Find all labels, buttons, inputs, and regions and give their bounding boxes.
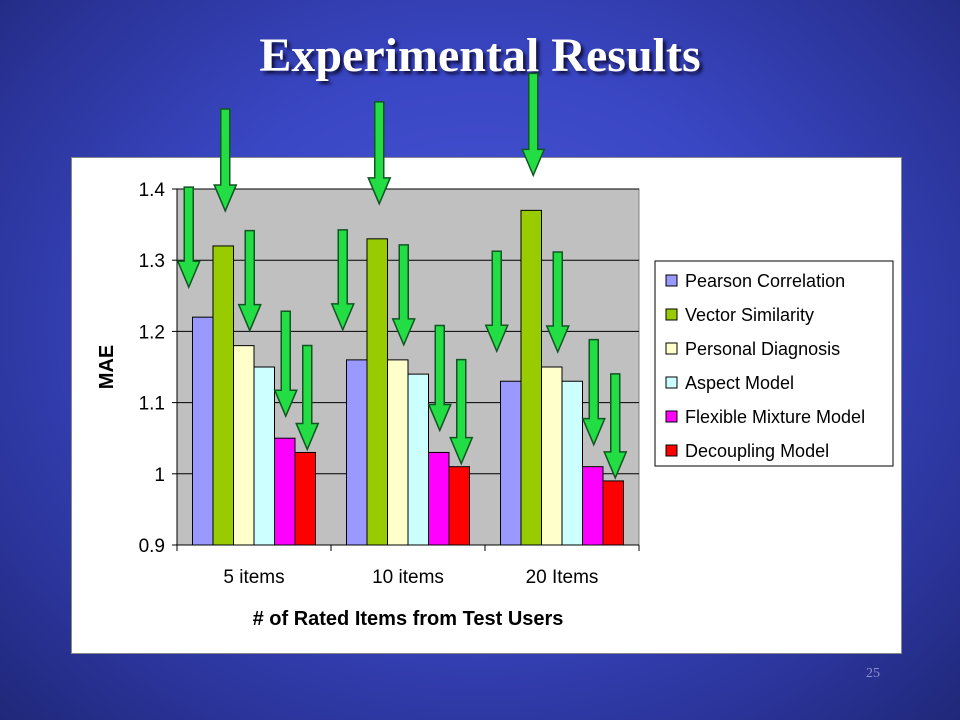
legend-swatch: [665, 376, 678, 389]
legend-label: Vector Similarity: [685, 305, 814, 325]
arrow-flexible-mixture: [427, 324, 452, 433]
bar: [366, 238, 388, 546]
arrow-pearson: [484, 250, 509, 354]
arrow-vector-similarity: [521, 72, 546, 178]
bar: [212, 245, 234, 546]
arrow-pearson: [330, 229, 355, 332]
y-tick-label: 1: [154, 465, 165, 486]
legend-swatch: [665, 342, 678, 355]
arrow-personal-diagnosis: [391, 244, 416, 347]
arrow-personal-diagnosis: [237, 229, 262, 333]
arrow-vector-similarity: [213, 108, 238, 213]
arrow-personal-diagnosis: [545, 251, 570, 354]
legend-box: [654, 260, 894, 467]
arrow-decoupling: [603, 373, 628, 480]
bar: [346, 359, 368, 546]
x-axis-title: # of Rated Items from Test Users: [253, 608, 564, 630]
arrow-pearson: [176, 186, 201, 290]
arrow-decoupling: [295, 344, 320, 452]
arrow-decoupling: [449, 358, 474, 466]
legend-label: Decoupling Model: [685, 441, 829, 461]
bar: [582, 466, 604, 546]
y-tick-label: 1.1: [139, 394, 165, 415]
bar: [192, 316, 214, 546]
y-tick-label: 0.9: [139, 536, 165, 557]
bar: [233, 345, 255, 546]
arrow-flexible-mixture: [581, 338, 606, 447]
y-tick-label: 1.2: [139, 322, 165, 343]
bar: [448, 466, 470, 546]
bar: [561, 380, 583, 546]
legend-label: Personal Diagnosis: [685, 339, 840, 359]
x-tick-label: 5 items: [223, 567, 284, 588]
bar: [520, 209, 542, 546]
bar: [407, 373, 429, 546]
bar: [500, 380, 522, 546]
y-axis-title: MAE: [96, 345, 118, 389]
arrow-vector-similarity: [367, 101, 392, 206]
y-tick-label: 1.4: [139, 180, 166, 201]
slide-title: Experimental Results: [259, 29, 701, 82]
bar: [602, 480, 624, 546]
x-tick-label: 20 Items: [526, 567, 599, 588]
legend-swatch: [665, 308, 678, 321]
legend-swatch: [665, 444, 678, 457]
y-tick-label: 1.3: [139, 251, 165, 272]
legend-swatch: [665, 410, 678, 423]
slide-number: 25: [866, 666, 880, 681]
bar: [253, 366, 275, 546]
bar: [387, 359, 409, 546]
legend-label: Pearson Correlation: [685, 271, 845, 291]
bar: [428, 451, 450, 546]
bar: [294, 451, 316, 546]
bar: [274, 437, 296, 546]
legend-label: Aspect Model: [685, 373, 794, 393]
x-tick-label: 10 items: [372, 567, 444, 588]
legend-swatch: [665, 274, 678, 287]
legend-label: Flexible Mixture Model: [685, 407, 865, 427]
bar: [541, 366, 563, 546]
arrow-flexible-mixture: [273, 310, 298, 419]
